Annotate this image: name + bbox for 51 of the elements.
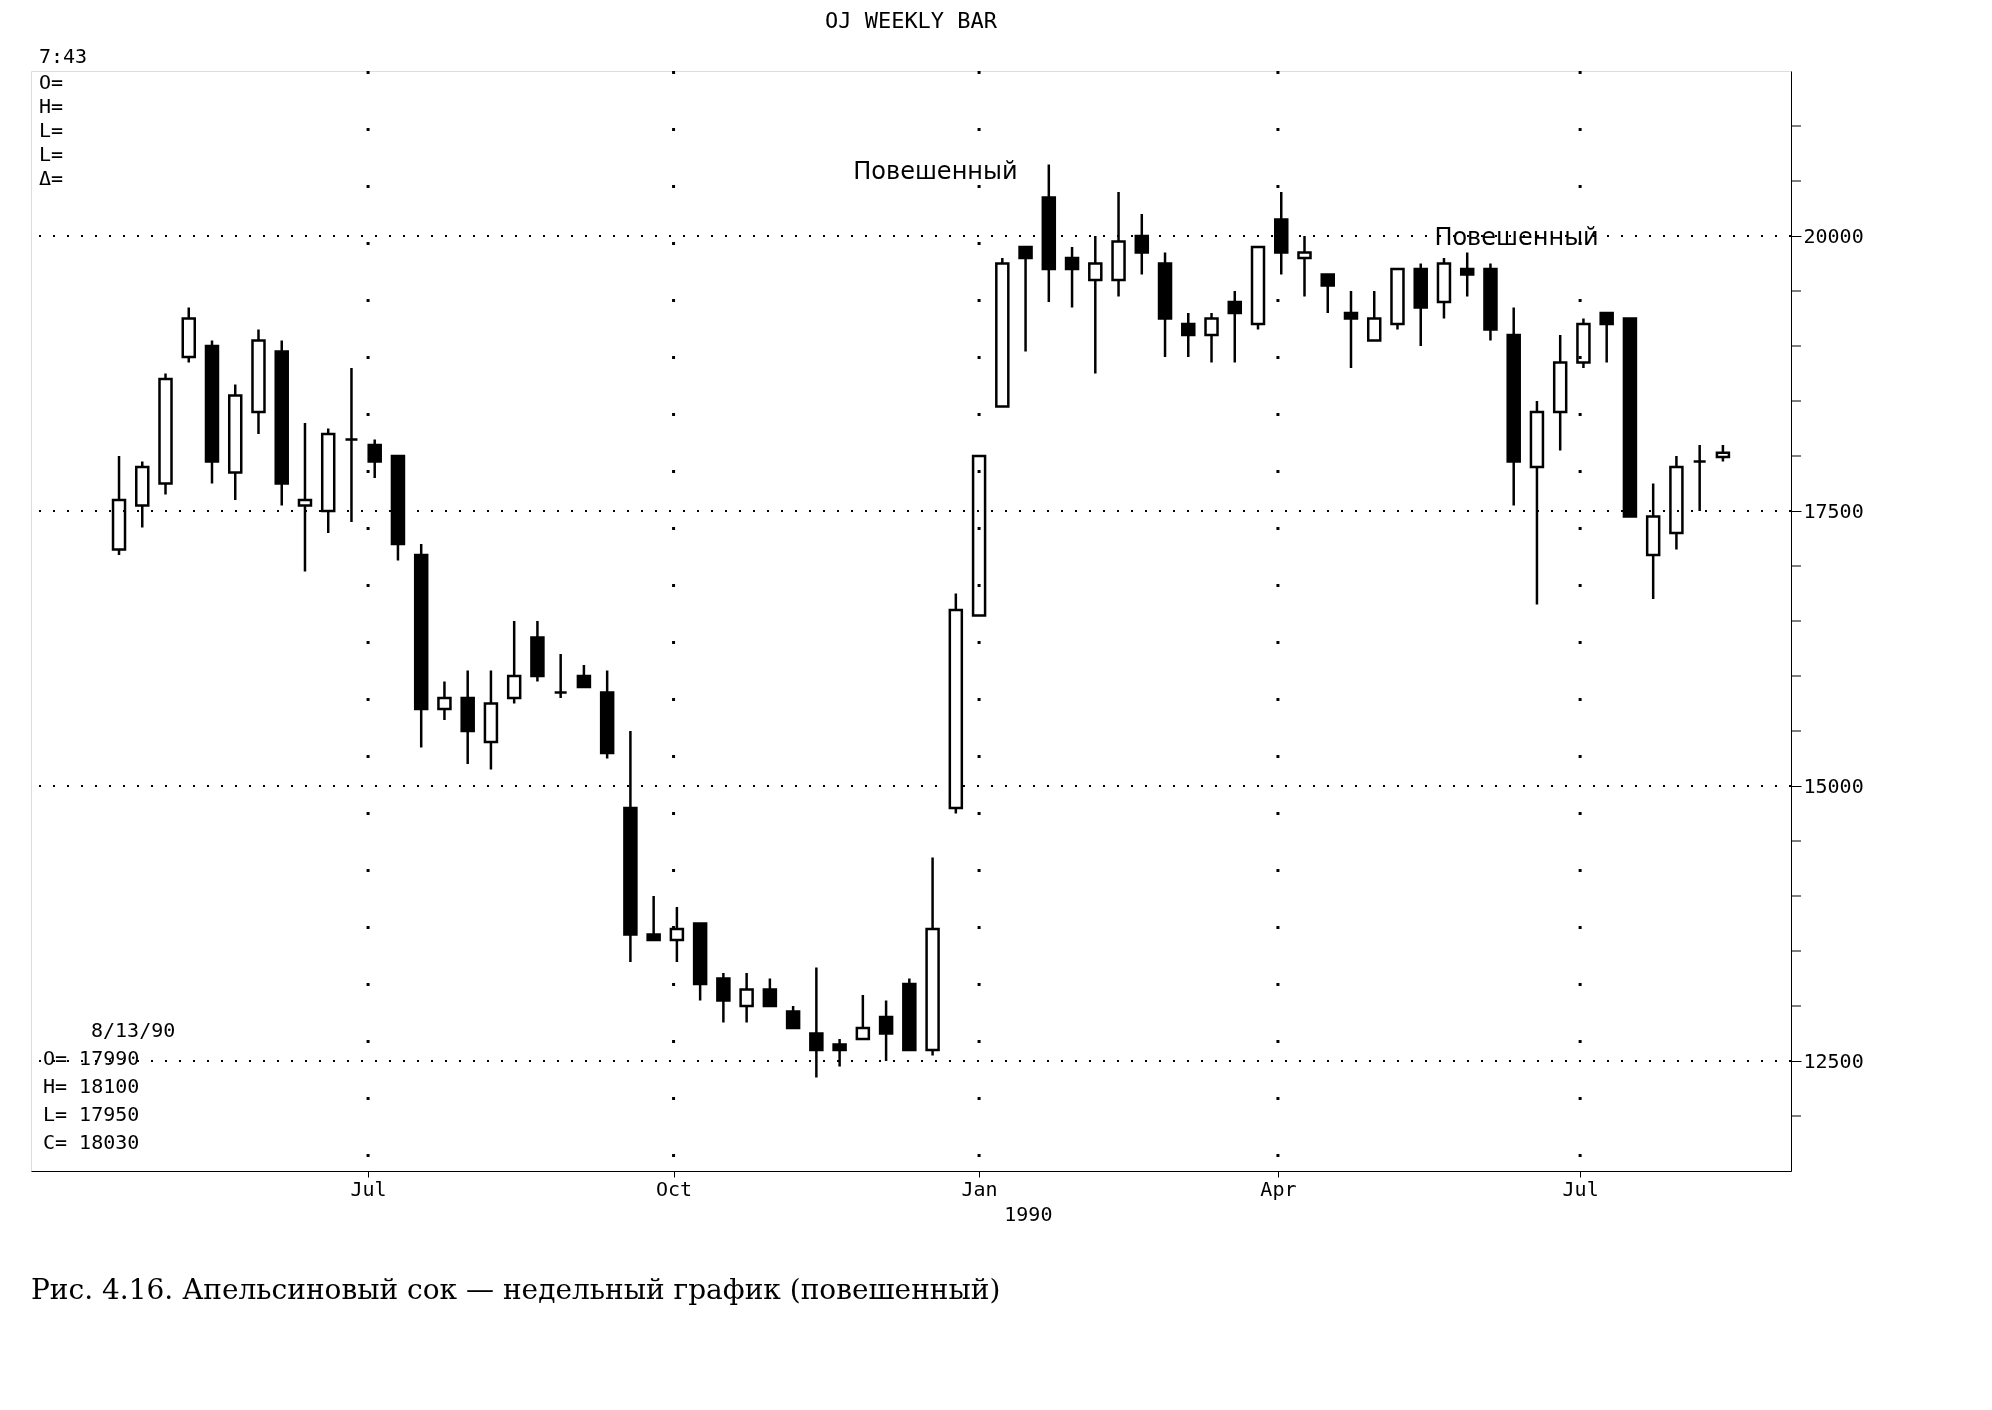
- candlestick: [762, 977, 778, 1008]
- chart-title: OJ WEEKLY BAR: [824, 8, 998, 33]
- annotation: O= 17990: [43, 1046, 140, 1070]
- y-tick-label: 12500: [1803, 1048, 1864, 1073]
- text: 1990: [1004, 1202, 1053, 1226]
- candlestick: [1459, 251, 1475, 298]
- candlestick: [1181, 311, 1196, 359]
- annotation: C= 18030: [43, 1130, 140, 1154]
- annotation: Δ=: [39, 166, 64, 190]
- text: Рис. 4.16. Апельсиновый сок — недельный график (повешенный): [31, 1273, 1001, 1306]
- candlestick: [1088, 234, 1103, 375]
- candlestick: [1018, 245, 1033, 353]
- candlestick: [1343, 289, 1359, 370]
- candlestick: [646, 894, 661, 942]
- candlestick: [785, 1004, 801, 1030]
- candlestick: [1692, 443, 1707, 513]
- x-tick-label: Jul: [350, 1176, 387, 1201]
- candlestick: [576, 663, 592, 689]
- candlestick: [367, 438, 382, 480]
- candlestick: [809, 966, 824, 1079]
- x-tick-label: Apr: [1260, 1176, 1297, 1201]
- annotation: L=: [39, 142, 64, 166]
- candlestick: [1366, 289, 1382, 342]
- candlestick: [506, 619, 522, 705]
- candlestick: [1320, 273, 1335, 315]
- y-tick-label: 17500: [1803, 498, 1864, 523]
- candlestick: [1297, 234, 1312, 298]
- annotation: L=: [39, 118, 64, 142]
- x-tick-label: Jan: [961, 1176, 998, 1201]
- annotation: Повешенный: [1434, 223, 1599, 251]
- candlestick: [1064, 245, 1080, 309]
- annotation: L= 17950: [43, 1102, 140, 1126]
- y-tick-label: 15000: [1803, 773, 1864, 798]
- candlestick: [739, 971, 754, 1024]
- candlestick: [855, 993, 871, 1041]
- candlestick: [878, 999, 894, 1063]
- candlestick: [1227, 289, 1243, 364]
- x-tick-label: Oct: [656, 1176, 693, 1201]
- annotation: 8/13/90: [91, 1018, 176, 1042]
- candlestick: [553, 652, 568, 700]
- candlestick: [437, 680, 452, 722]
- text: 7:43: [39, 44, 88, 68]
- candlestick: [716, 971, 731, 1024]
- annotation: Повешенный: [853, 157, 1018, 185]
- y-tick-label: 20000: [1803, 223, 1864, 248]
- candlestick: [1599, 311, 1614, 364]
- x-tick-label: Jul: [1562, 1176, 1599, 1201]
- annotation: H=: [39, 94, 64, 118]
- candlestick: [1204, 311, 1219, 364]
- annotation: H= 18100: [43, 1074, 140, 1098]
- annotation: O=: [39, 70, 64, 94]
